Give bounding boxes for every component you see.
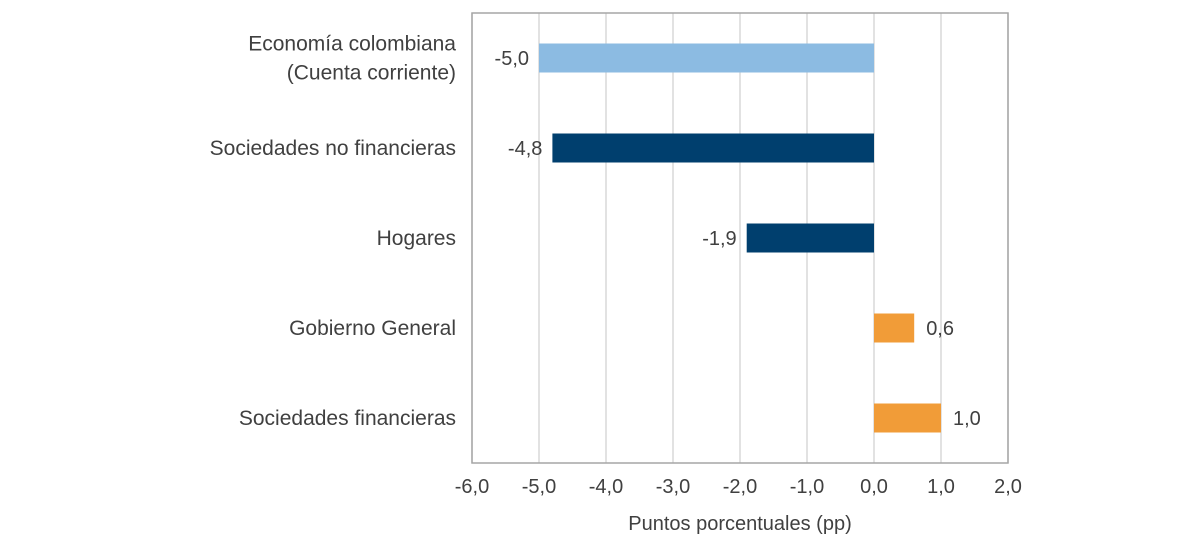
category-label: Gobierno General [289, 317, 456, 340]
x-tick-label: -6,0 [455, 476, 489, 498]
bar [874, 313, 915, 343]
category-label: Sociedades financieras [239, 407, 456, 430]
x-tick-label: -5,0 [522, 476, 556, 498]
bars [539, 43, 941, 433]
plot-area [471, 12, 1009, 464]
x-tick-label: -2,0 [723, 476, 757, 498]
x-tick-label: -4,0 [589, 476, 623, 498]
gridlines [471, 13, 1009, 463]
bar [539, 43, 874, 73]
value-labels: -5,0 -4,8 -1,9 0,6 1,0 [495, 48, 981, 430]
x-tick-label: 0,0 [860, 476, 888, 498]
bar [746, 223, 874, 253]
bar-value-label: -5,0 [495, 48, 529, 70]
category-label: Sociedades no financieras [210, 137, 456, 160]
category-label: Hogares [377, 227, 456, 250]
bar [874, 403, 941, 433]
category-labels: Economía colombiana (Cuenta corriente) Soc… [210, 33, 457, 431]
x-tick-label: -1,0 [790, 476, 824, 498]
bar-value-label: -1,9 [702, 228, 736, 250]
x-tick-label: 2,0 [994, 476, 1022, 498]
x-tick-label: -3,0 [656, 476, 690, 498]
category-label: Economía colombiana (Cuenta corriente) [248, 33, 456, 85]
x-axis-ticks: -6,0 -5,0 -4,0 -3,0 -2,0 -1,0 0,0 1,0 2,0 [455, 476, 1022, 498]
x-tick-label: 1,0 [927, 476, 955, 498]
bar-value-label: 0,6 [926, 318, 954, 340]
bar-value-label: 1,0 [953, 408, 981, 430]
bar [552, 133, 874, 163]
bar-value-label: -4,8 [508, 138, 542, 160]
x-axis-title: Puntos porcentuales (pp) [628, 513, 851, 535]
